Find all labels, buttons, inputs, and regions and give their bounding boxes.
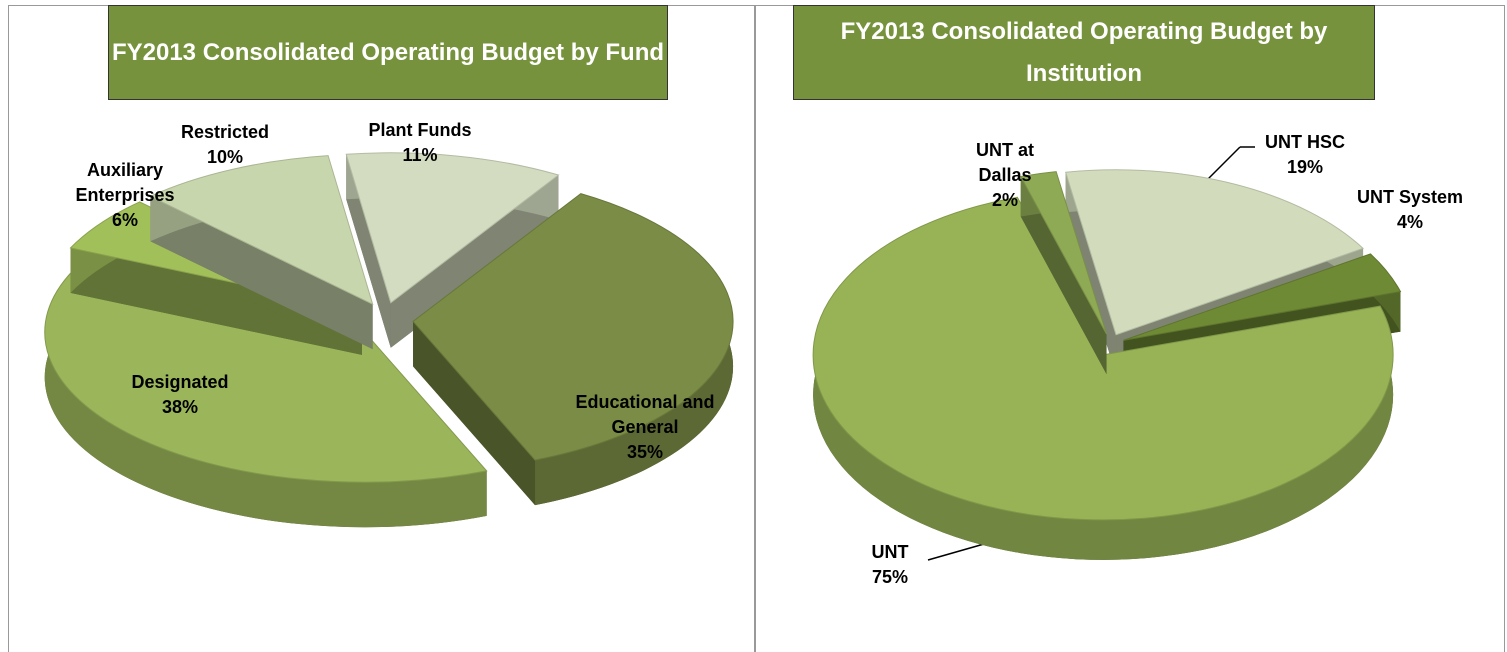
slice	[149, 155, 374, 306]
slice-wall	[150, 196, 373, 350]
chart-title: FY2013 Consolidated Operating Budget by …	[793, 5, 1375, 100]
chart-title: FY2013 Consolidated Operating Budget by …	[108, 5, 668, 100]
slice-value: 6%	[111, 210, 138, 230]
slice	[412, 193, 734, 461]
slice-label: UNT HSC	[1265, 132, 1345, 152]
slice-value: 38%	[161, 397, 199, 417]
slice	[1123, 253, 1402, 341]
slice-value: 10%	[206, 147, 244, 167]
slice-label: UNT at Dallas	[976, 140, 1034, 185]
slice-value: 4%	[1396, 212, 1423, 232]
slice-label: UNT	[871, 542, 909, 562]
slice-value: 35%	[626, 442, 664, 462]
slice-wall	[346, 154, 391, 348]
slice	[345, 152, 560, 304]
slice	[1019, 171, 1108, 335]
slice-label: Designated	[131, 372, 229, 392]
slice-value: 19%	[1286, 157, 1324, 177]
slice	[1065, 169, 1365, 336]
slice-value: 11%	[402, 145, 438, 165]
slice-label: Educational and General	[575, 392, 715, 437]
slice-wall	[413, 321, 536, 506]
slice	[44, 269, 488, 483]
slice-side	[44, 270, 487, 528]
slice-label: Plant Funds	[368, 120, 472, 140]
slice-label: UNT System	[1356, 187, 1464, 207]
slice-wall	[70, 247, 362, 355]
slice-wall	[1020, 176, 1107, 375]
slice-label: Restricted	[180, 122, 270, 142]
slice-value: 75%	[871, 567, 909, 587]
slice-label: Auxiliary Enterprises	[75, 160, 175, 205]
slice-wall	[390, 175, 559, 348]
slice-value: 2%	[991, 190, 1018, 210]
